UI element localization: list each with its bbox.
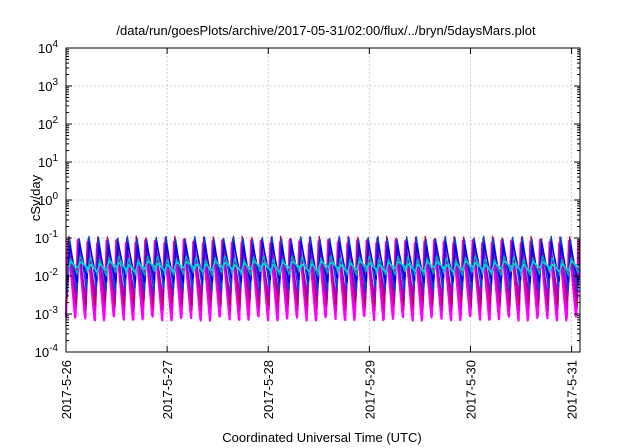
y-tick-label: 100 (38, 191, 58, 208)
x-axis-label: Coordinated Universal Time (UTC) (222, 430, 421, 445)
y-tick-label: 10-3 (35, 305, 59, 322)
x-tick-label: 2017-5-30 (463, 360, 478, 419)
axes: 10-4 10-3 10-2 10-1 100 101 102 103 104 2017-5-26… (35, 39, 580, 419)
x-tick-label: 2017-5-27 (160, 360, 175, 419)
y-tick-label: 104 (38, 39, 58, 56)
y-axis-label: cSv/day (28, 174, 43, 221)
x-tick-label: 2017-5-31 (565, 360, 580, 419)
data-series-line (65, 243, 580, 312)
y-tick-label: 101 (38, 153, 58, 170)
y-tick-label: 103 (38, 77, 58, 94)
y-tick-label: 102 (38, 115, 58, 132)
y-tick-label: 10-4 (35, 343, 59, 360)
data-series-line (68, 260, 580, 273)
series-group (64, 235, 581, 322)
x-tick-label: 2017-5-28 (261, 360, 276, 419)
y-tick-label: 10-2 (35, 267, 59, 284)
y-tick-label: 10-1 (35, 229, 59, 246)
x-tick-label: 2017-5-29 (362, 360, 377, 419)
x-tick-label: 2017-5-26 (59, 360, 74, 419)
chart-title: /data/run/goesPlots/archive/2017-05-31/0… (116, 23, 536, 38)
